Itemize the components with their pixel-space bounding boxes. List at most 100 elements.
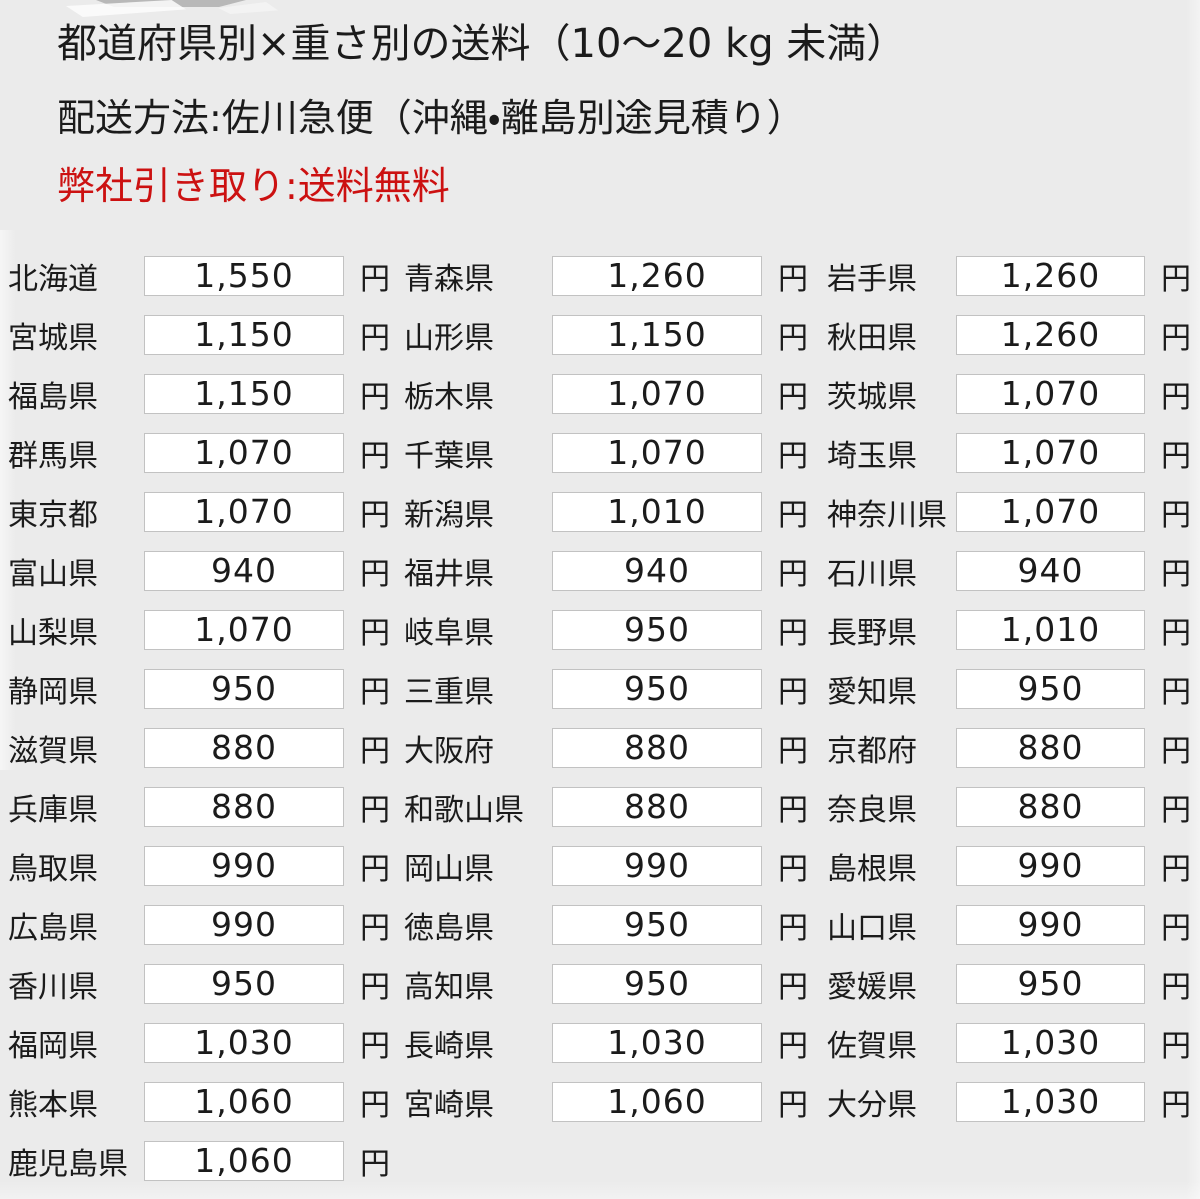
fee-box: 1,010: [956, 609, 1145, 650]
fee-row: 鳥取県 990 円岡山県 990 円島根県 990 円: [8, 836, 1200, 895]
yen-label: 円: [1161, 556, 1191, 592]
fee-box-cell: 950: [552, 609, 762, 650]
prefecture-label: 群馬県: [8, 438, 98, 474]
prefecture-label: 大阪府: [404, 733, 494, 769]
yen-label: 円: [778, 969, 808, 1005]
yen-label: 円: [778, 792, 808, 828]
prefecture-label: 栃木県: [404, 379, 494, 415]
fee-box: 1,070: [956, 373, 1145, 414]
yen-label: 円: [778, 261, 808, 297]
fee-box: 950: [144, 963, 344, 1004]
prefecture-label: 山口県: [827, 910, 917, 946]
fee-box-cell: 1,550: [144, 255, 344, 296]
fee-box-cell: 880: [552, 727, 762, 768]
prefecture-label: 東京都: [8, 497, 98, 533]
prefecture-label: 鹿児島県: [8, 1146, 128, 1182]
fee-box-cell: 880: [144, 727, 344, 768]
fee-box: 1,060: [144, 1140, 344, 1181]
prefecture-label: 埼玉県: [827, 438, 917, 474]
fee-box-cell: 1,030: [956, 1081, 1145, 1122]
yen-label: 円: [778, 320, 808, 356]
fee-value: 1,030: [607, 1023, 707, 1062]
fee-box: 1,070: [552, 432, 762, 473]
yen-label: 円: [360, 851, 390, 887]
fee-box-cell: 1,070: [144, 491, 344, 532]
yen-label: 円: [360, 733, 390, 769]
fee-box-cell: 1,060: [144, 1081, 344, 1122]
fee-value: 940: [1017, 551, 1084, 590]
yen-label: 円: [360, 379, 390, 415]
yen-label: 円: [360, 1028, 390, 1064]
fee-value: 1,150: [607, 315, 707, 354]
fee-box-cell: 940: [552, 550, 762, 591]
fee-value: 950: [624, 905, 690, 944]
fee-box: 990: [552, 845, 762, 886]
prefecture-label: 愛知県: [827, 674, 917, 710]
fee-box: 950: [956, 668, 1145, 709]
fee-row: 広島県 990 円徳島県 950 円山口県 990 円: [8, 895, 1200, 954]
yen-label: 円: [360, 261, 390, 297]
prefecture-label: 徳島県: [404, 910, 494, 946]
yen-label: 円: [1161, 969, 1191, 1005]
yen-label: 円: [1161, 851, 1191, 887]
fee-value: 1,070: [194, 610, 294, 649]
fee-value: 950: [624, 964, 690, 1003]
fee-value: 1,550: [194, 256, 294, 295]
fee-row: 福岡県 1,030 円長崎県 1,030 円佐賀県 1,030 円: [8, 1013, 1200, 1072]
fee-value: 940: [211, 551, 277, 590]
fee-box-cell: 950: [144, 668, 344, 709]
yen-label: 円: [360, 320, 390, 356]
fee-box-cell: 1,150: [144, 373, 344, 414]
fee-box-cell: 880: [144, 786, 344, 827]
fee-box: 990: [144, 904, 344, 945]
fee-box: 1,060: [144, 1081, 344, 1122]
yen-label: 円: [778, 674, 808, 710]
prefecture-label: 広島県: [8, 910, 98, 946]
fee-box-cell: 1,070: [144, 609, 344, 650]
fee-box: 1,150: [552, 314, 762, 355]
yen-label: 円: [1161, 1087, 1191, 1123]
fee-box-cell: 990: [956, 904, 1145, 945]
fee-value: 1,070: [607, 374, 707, 413]
fee-box: 1,060: [552, 1081, 762, 1122]
yen-label: 円: [778, 851, 808, 887]
fee-row: 兵庫県 880 円和歌山県 880 円奈良県 880 円: [8, 777, 1200, 836]
fee-box: 1,030: [552, 1022, 762, 1063]
prefecture-label: 青森県: [404, 261, 494, 297]
fee-box-cell: 1,060: [144, 1140, 344, 1181]
fee-box-cell: 1,010: [552, 491, 762, 532]
prefecture-label: 岐阜県: [404, 615, 494, 651]
yen-label: 円: [778, 1087, 808, 1123]
fee-value: 990: [211, 905, 277, 944]
fee-box: 1,070: [552, 373, 762, 414]
shipping-method-note: 配送方法:佐川急便（沖縄・離島別途見積り）: [57, 96, 805, 140]
fee-box: 880: [956, 727, 1145, 768]
yen-label: 円: [1161, 379, 1191, 415]
yen-label: 円: [360, 792, 390, 828]
fee-box-cell: 950: [552, 904, 762, 945]
fee-box-cell: 1,260: [956, 255, 1145, 296]
shipping-fee-table: 北海道 1,550 円青森県 1,260 円岩手県 1,260 円宮城県 1,150 円山形県 1…: [0, 246, 1200, 1190]
fee-box: 1,260: [956, 255, 1145, 296]
fee-row: 熊本県 1,060 円宮崎県 1,060 円大分県 1,030 円: [8, 1072, 1200, 1131]
fee-box-cell: 1,260: [552, 255, 762, 296]
fee-value: 950: [1017, 964, 1084, 1003]
fee-row: 鹿児島県 1,060 円: [8, 1131, 1200, 1190]
fee-box-cell: 1,060: [552, 1081, 762, 1122]
fee-box-cell: 940: [144, 550, 344, 591]
fee-row: 滋賀県 880 円大阪府 880 円京都府 880 円: [8, 718, 1200, 777]
fee-box: 880: [552, 786, 762, 827]
prefecture-label: 神奈川県: [827, 497, 947, 533]
fee-box: 990: [956, 904, 1145, 945]
fee-box-cell: 880: [956, 786, 1145, 827]
fee-value: 1,060: [194, 1082, 294, 1121]
yen-label: 円: [360, 438, 390, 474]
yen-label: 円: [360, 556, 390, 592]
prefecture-label: 滋賀県: [8, 733, 98, 769]
fee-value: 950: [211, 669, 277, 708]
prefecture-label: 新潟県: [404, 497, 494, 533]
fee-value: 1,260: [1000, 256, 1101, 295]
fee-row: 山梨県 1,070 円岐阜県 950 円長野県 1,010 円: [8, 600, 1200, 659]
fee-box-cell: 880: [956, 727, 1145, 768]
fee-box: 940: [144, 550, 344, 591]
